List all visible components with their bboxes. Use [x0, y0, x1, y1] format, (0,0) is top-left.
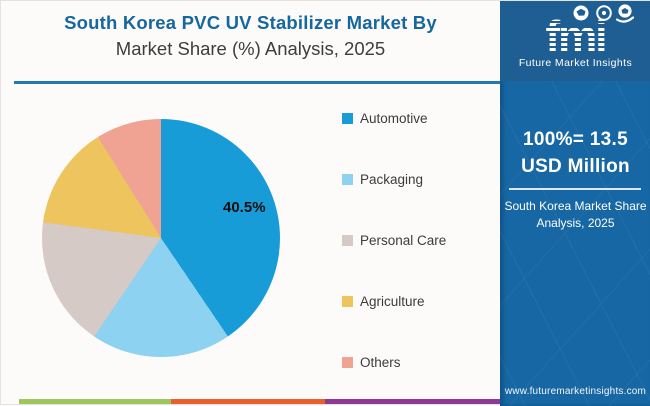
- fmi-wordmark: fmi: [545, 12, 608, 61]
- chart-title-line1: South Korea PVC UV Stabilizer Market By: [64, 12, 437, 33]
- legend-item-personal-care: Personal Care: [342, 233, 446, 248]
- legend-item-automotive: Automotive: [342, 111, 446, 126]
- map-circle-icon: [573, 5, 588, 21]
- legend-label: Others: [360, 355, 401, 370]
- legend-swatch: [342, 113, 353, 124]
- pie-data-label: 40.5%: [223, 199, 266, 216]
- fmi-logo-subtitle: Future Market Insights: [518, 57, 633, 69]
- footer-segment-green: [19, 399, 171, 404]
- footer-segment-orange: [171, 399, 325, 404]
- pie-chart: [42, 119, 280, 357]
- brand-sidebar: fmi Future Market Insights 100%= 13.5 US…: [500, 1, 650, 406]
- legend-swatch: [342, 235, 353, 246]
- legend-item-packaging: Packaging: [342, 172, 446, 187]
- sidebar-caption-line1: South Korea Market Share: [504, 199, 647, 213]
- title-underline: [14, 81, 500, 84]
- legend-label: Automotive: [360, 111, 428, 126]
- fmi-logo: fmi: [545, 1, 634, 61]
- sidebar-caption-line2: Analysis, 2025: [536, 216, 615, 230]
- footer-color-bar: [19, 399, 500, 404]
- legend-label: Packaging: [360, 172, 424, 187]
- legend-item-others: Others: [342, 355, 446, 370]
- stat-line1: 100%= 13.5: [523, 129, 628, 150]
- sidebar-caption: South Korea Market Share Analysis, 2025: [500, 198, 650, 232]
- legend: Automotive Packaging Personal Care Agricult…: [342, 111, 446, 370]
- footer-segment-purple: [325, 399, 500, 404]
- legend-label: Personal Care: [360, 233, 447, 248]
- website-url: www.futuremarketinsights.com: [504, 386, 647, 397]
- legend-swatch: [342, 357, 353, 368]
- chart-panel: South Korea PVC UV Stabilizer Market By …: [1, 1, 500, 406]
- logo-block: fmi Future Market Insights: [500, 1, 650, 81]
- legend-label: Agriculture: [360, 294, 425, 309]
- stat-divider: [509, 188, 641, 190]
- legend-swatch: [342, 296, 353, 307]
- legend-swatch: [342, 174, 353, 185]
- chart-title-line2: Market Share (%) Analysis, 2025: [115, 38, 386, 59]
- person-globe-icon: [615, 4, 634, 23]
- legend-item-agriculture: Agriculture: [342, 294, 446, 309]
- stat-line2: USD Million: [521, 156, 630, 177]
